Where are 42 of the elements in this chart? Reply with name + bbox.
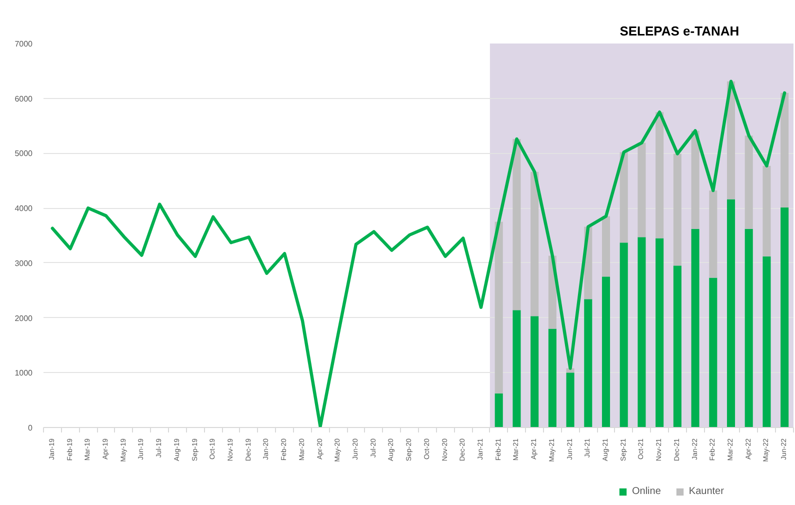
y-tick-label: 7000 <box>14 40 34 48</box>
bar <box>656 238 664 428</box>
y-tick-label: 2000 <box>14 314 34 323</box>
bar <box>744 228 753 428</box>
legend-label: Online <box>632 486 661 497</box>
bar <box>512 138 521 310</box>
bar <box>620 242 628 428</box>
bar <box>744 136 753 229</box>
bar <box>762 166 771 256</box>
bar <box>530 316 539 428</box>
y-tick-label: 1000 <box>14 368 34 378</box>
bar <box>780 92 789 208</box>
bar <box>494 393 503 428</box>
y-tick-label: 3000 <box>14 258 34 268</box>
bar <box>780 208 789 428</box>
bar <box>638 142 646 238</box>
bar <box>709 278 718 428</box>
bar <box>566 372 574 428</box>
line-series <box>50 80 786 428</box>
bar <box>709 190 718 278</box>
bar <box>530 172 539 316</box>
y-tick-label: 5000 <box>14 149 34 158</box>
bar <box>512 310 521 428</box>
bar <box>726 199 736 428</box>
bar <box>620 152 628 243</box>
bar <box>602 276 610 428</box>
bar <box>691 228 700 428</box>
bar <box>494 222 503 394</box>
legend-label: Kaunter <box>688 486 724 497</box>
bar <box>602 216 610 277</box>
y-tick-label: 6000 <box>14 94 34 104</box>
bar <box>584 299 592 428</box>
y-tick-label: 0 <box>28 424 34 432</box>
bar <box>673 266 682 428</box>
bar <box>762 256 771 428</box>
bar <box>548 328 556 428</box>
bar <box>656 112 664 238</box>
bar <box>691 130 700 229</box>
y-tick-label: 4000 <box>14 204 34 214</box>
bar <box>638 237 646 428</box>
bar <box>673 154 682 266</box>
band-label: SELEPAS e-TANAH <box>620 24 740 38</box>
